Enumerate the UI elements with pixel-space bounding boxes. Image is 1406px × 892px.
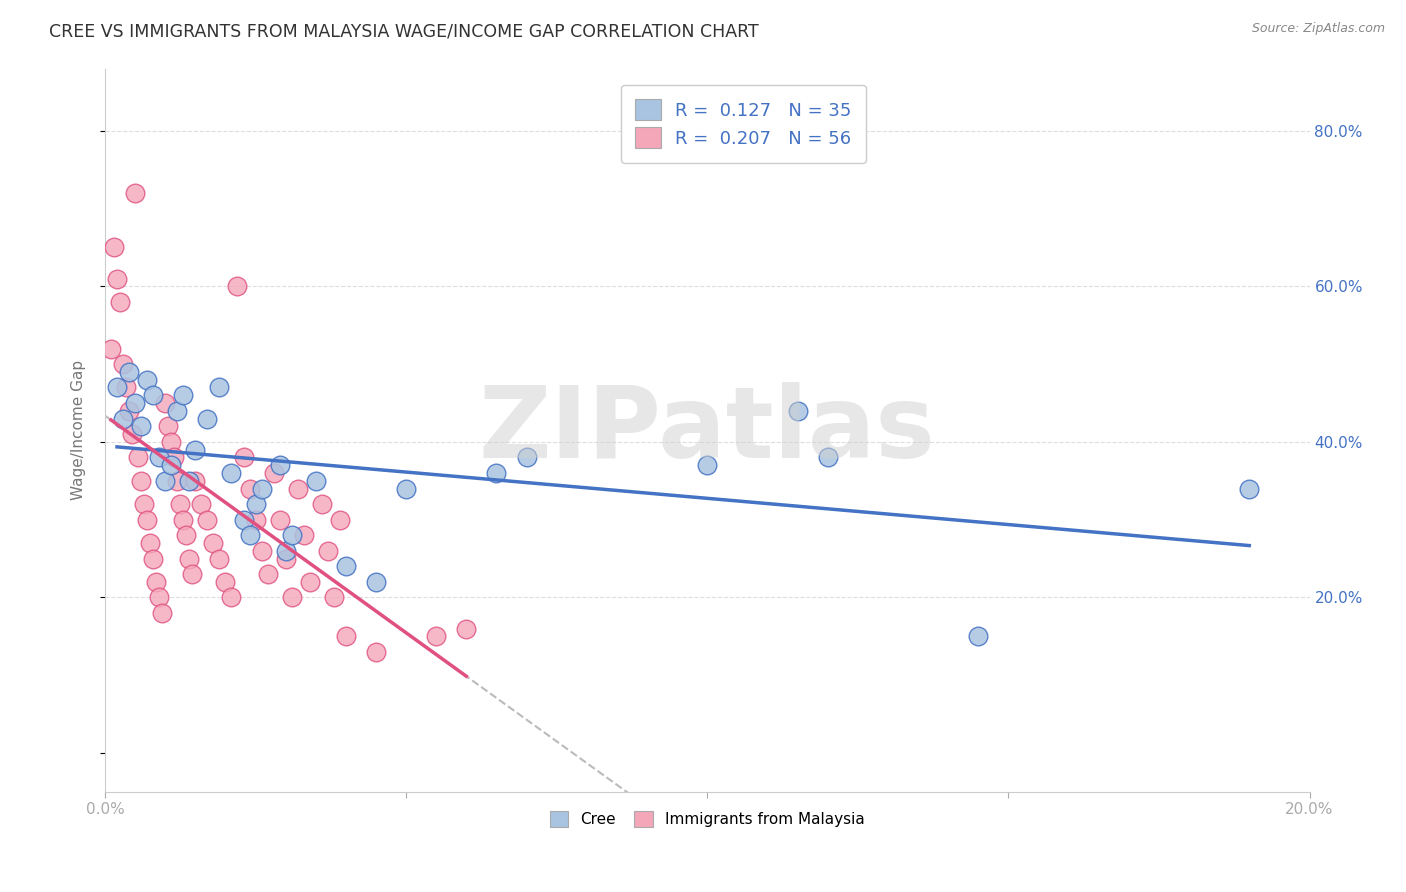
- Point: [129, 419, 152, 434]
- Point: [136, 513, 159, 527]
- Point: [169, 497, 191, 511]
- Point: [250, 544, 273, 558]
- Point: [269, 513, 291, 527]
- Point: [425, 629, 447, 643]
- Point: [292, 528, 315, 542]
- Point: [967, 629, 990, 643]
- Point: [134, 497, 156, 511]
- Point: [263, 466, 285, 480]
- Point: [364, 574, 387, 589]
- Point: [150, 606, 173, 620]
- Point: [142, 388, 165, 402]
- Point: [166, 404, 188, 418]
- Point: [163, 450, 186, 465]
- Point: [184, 474, 207, 488]
- Point: [172, 388, 194, 402]
- Text: ZIPatlas: ZIPatlas: [479, 382, 935, 479]
- Point: [280, 591, 302, 605]
- Point: [256, 567, 278, 582]
- Point: [127, 450, 149, 465]
- Point: [269, 458, 291, 473]
- Point: [166, 474, 188, 488]
- Point: [118, 365, 141, 379]
- Point: [172, 513, 194, 527]
- Y-axis label: Wage/Income Gap: Wage/Income Gap: [72, 360, 86, 500]
- Point: [238, 528, 260, 542]
- Point: [121, 427, 143, 442]
- Point: [160, 458, 183, 473]
- Point: [364, 645, 387, 659]
- Point: [103, 240, 125, 254]
- Point: [155, 396, 177, 410]
- Point: [1239, 482, 1261, 496]
- Point: [226, 279, 249, 293]
- Point: [305, 474, 328, 488]
- Point: [516, 450, 538, 465]
- Point: [195, 513, 218, 527]
- Point: [129, 474, 152, 488]
- Point: [274, 551, 297, 566]
- Point: [245, 513, 267, 527]
- Point: [696, 458, 718, 473]
- Point: [112, 411, 135, 425]
- Point: [329, 513, 352, 527]
- Point: [335, 559, 357, 574]
- Point: [184, 442, 207, 457]
- Point: [221, 466, 243, 480]
- Point: [250, 482, 273, 496]
- Point: [105, 380, 128, 394]
- Point: [181, 567, 204, 582]
- Point: [214, 574, 236, 589]
- Point: [208, 551, 231, 566]
- Point: [221, 591, 243, 605]
- Point: [148, 591, 170, 605]
- Point: [322, 591, 344, 605]
- Point: [232, 450, 254, 465]
- Point: [155, 474, 177, 488]
- Point: [280, 528, 302, 542]
- Point: [202, 536, 225, 550]
- Point: [124, 396, 146, 410]
- Point: [157, 419, 180, 434]
- Point: [786, 404, 808, 418]
- Point: [108, 294, 131, 309]
- Point: [176, 528, 198, 542]
- Point: [179, 551, 201, 566]
- Legend: Cree, Immigrants from Malaysia: Cree, Immigrants from Malaysia: [543, 804, 872, 835]
- Text: CREE VS IMMIGRANTS FROM MALAYSIA WAGE/INCOME GAP CORRELATION CHART: CREE VS IMMIGRANTS FROM MALAYSIA WAGE/IN…: [49, 22, 759, 40]
- Point: [160, 434, 183, 449]
- Point: [179, 474, 201, 488]
- Point: [485, 466, 508, 480]
- Point: [124, 186, 146, 200]
- Point: [298, 574, 321, 589]
- Text: Source: ZipAtlas.com: Source: ZipAtlas.com: [1251, 22, 1385, 36]
- Point: [142, 551, 165, 566]
- Point: [115, 380, 138, 394]
- Point: [148, 450, 170, 465]
- Point: [287, 482, 309, 496]
- Point: [335, 629, 357, 643]
- Point: [232, 513, 254, 527]
- Point: [316, 544, 339, 558]
- Point: [139, 536, 162, 550]
- Point: [190, 497, 212, 511]
- Point: [311, 497, 333, 511]
- Point: [456, 622, 478, 636]
- Point: [195, 411, 218, 425]
- Point: [136, 373, 159, 387]
- Point: [238, 482, 260, 496]
- Point: [817, 450, 839, 465]
- Point: [145, 574, 167, 589]
- Point: [245, 497, 267, 511]
- Point: [105, 271, 128, 285]
- Point: [208, 380, 231, 394]
- Point: [100, 342, 122, 356]
- Point: [395, 482, 418, 496]
- Point: [274, 544, 297, 558]
- Point: [112, 357, 135, 371]
- Point: [118, 404, 141, 418]
